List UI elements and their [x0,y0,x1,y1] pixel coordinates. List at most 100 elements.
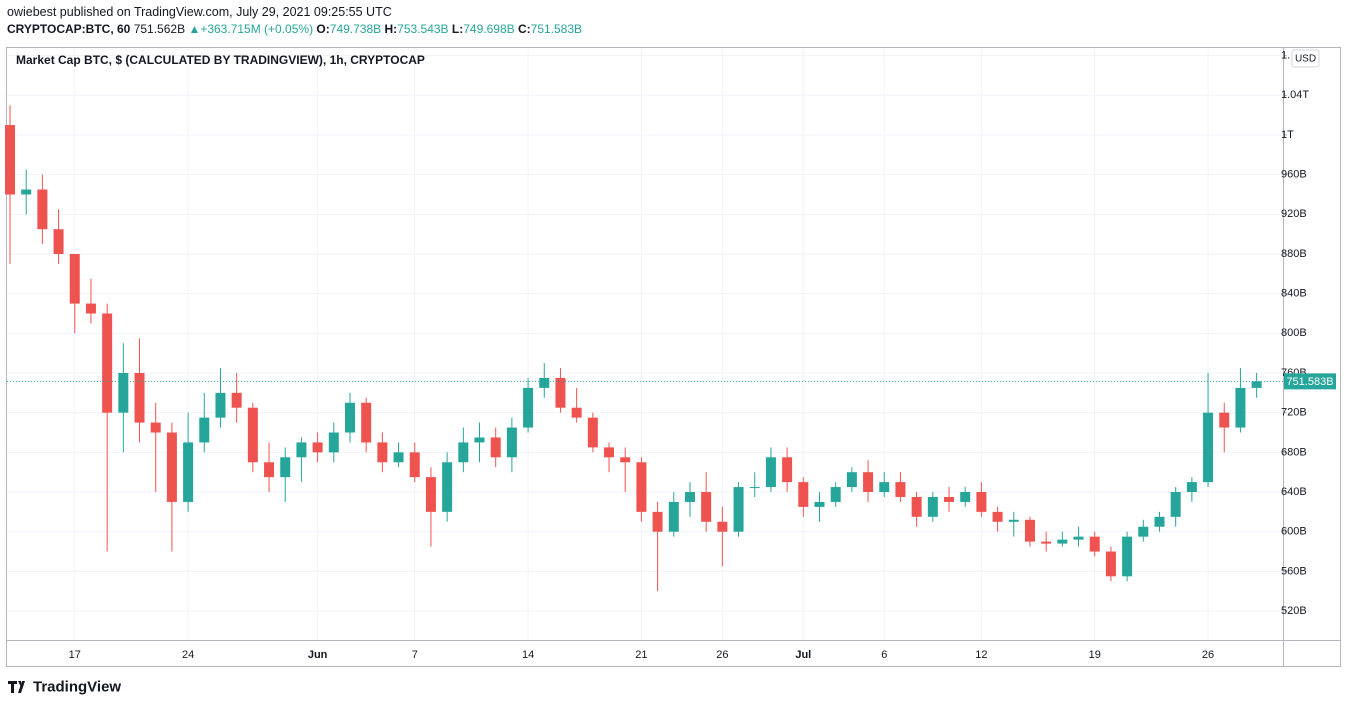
l-value: 749.698B [463,22,515,36]
candle-body [393,452,404,463]
candle-body [668,501,679,532]
candle-body [523,387,534,428]
candle-body [814,501,825,507]
chart-title: Market Cap BTC, $ (CALCULATED BY TRADING… [16,53,425,67]
candle-body [425,477,436,512]
y-tick-label: 1. [1281,50,1290,62]
candle-body [1057,539,1068,544]
y-tick-label: 960B [1281,169,1307,181]
candle-body [684,492,695,502]
candle-body [1024,519,1035,542]
candle-body [1105,551,1116,577]
candle-body [199,417,210,443]
y-tick-label: 520B [1281,605,1307,617]
candle-body [134,373,145,423]
candle-body [5,125,15,195]
candle-body [960,492,971,502]
candle-body [37,189,48,230]
candle-body [215,392,226,418]
c-label: C: [517,22,531,36]
publish-line: owiebest published on TradingView.com, J… [7,5,392,19]
candle-body [102,313,113,413]
candle-body [717,521,728,532]
candle-body [118,373,129,413]
candle-body [312,442,323,453]
candle-body [458,442,469,463]
candle-body [53,229,64,254]
x-tick-label: 17 [69,649,81,661]
candle-body [1235,387,1246,428]
x-tick-label: 14 [522,649,534,661]
x-tick-label: Jun [308,649,328,661]
candle-body [328,432,339,453]
candle-body [879,482,890,493]
symbol: CRYPTOCAP:BTC, 60 [7,22,131,36]
chart-border [6,47,1341,667]
brand: TradingView [33,678,121,695]
x-tick-label: Jul [795,649,811,661]
last-price-box [1284,373,1336,390]
candle-body [264,462,275,478]
y-tick-label: 840B [1281,288,1307,300]
y-tick-label: 600B [1281,526,1307,538]
candle-body [490,437,501,458]
o-value: 749.738B [329,22,382,36]
y-tick-label: 800B [1281,327,1307,339]
last-price-label: 751.583B [1286,376,1333,388]
candle-body [1089,536,1100,552]
candle-body [1008,519,1019,522]
x-tick-label: 12 [975,649,987,661]
candle-body [361,402,372,443]
candle-body [247,407,258,463]
candle-body [927,496,938,517]
candle-body [231,392,242,408]
x-tick-label: 21 [635,649,647,661]
candle-body [701,492,712,522]
candle-body [944,496,955,502]
y-tick-label: 880B [1281,248,1307,260]
currency: USD [1295,54,1316,65]
candle-body [976,492,987,512]
candle-body [377,442,388,463]
candle-body [863,472,874,493]
candle-body [1138,526,1149,537]
symbol-line: CRYPTOCAP:BTC, 60 751.562B ▲+363.715M (+… [7,22,582,36]
candle-body [846,472,857,488]
candle-body [296,442,307,458]
candle-body [21,189,32,195]
candle-body [1170,492,1181,517]
c-value: 751.583B [530,22,583,36]
candle-body [280,457,291,478]
candle-body [539,377,550,388]
candle-body [506,427,517,458]
candle-body [150,422,161,433]
candle-body [1073,536,1084,540]
candle-body [636,462,647,512]
candle-body [1251,381,1262,388]
x-tick-label: 6 [881,649,887,661]
candle-body [782,457,793,483]
currency-box [1291,49,1320,68]
candle-body [166,432,177,502]
candle-body [344,402,355,433]
candle-body [1154,516,1165,527]
candle-body [1041,541,1052,544]
candle-body [442,462,453,512]
candle-body [555,377,566,408]
y-tick-label: 680B [1281,446,1307,458]
x-tick-label: 26 [716,649,728,661]
logo: TradingView [8,678,121,695]
candle-body [409,452,420,478]
change: +363.715M (+0.05%) [200,22,314,36]
candle-body [620,457,631,463]
logo-icon [8,681,25,693]
candle-body [1219,412,1230,428]
candle-body [474,437,485,443]
candle-body [604,447,615,458]
o-label: O: [316,22,330,36]
y-tick-label: 720B [1281,407,1307,419]
x-tick-label: 19 [1089,649,1101,661]
candle-body [733,487,744,532]
